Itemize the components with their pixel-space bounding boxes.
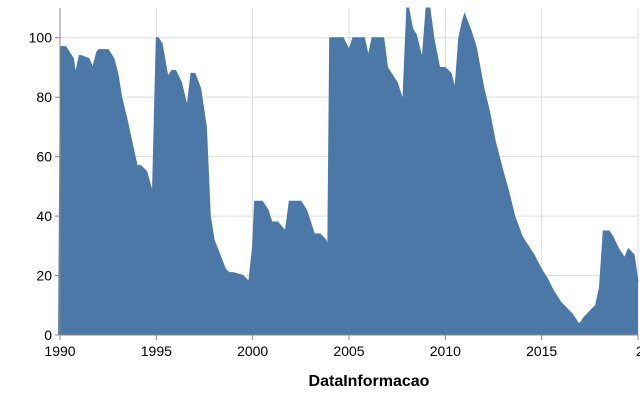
x-tick-label: 2010	[430, 343, 461, 359]
x-axis-title: DataInformacao	[309, 373, 430, 390]
x-tick-label: 1990	[44, 343, 75, 359]
y-tick-label: 20	[36, 268, 52, 284]
y-axis-ticks: 0 20 40 60 80 100	[29, 30, 60, 343]
x-tick-label: 2005	[333, 343, 364, 359]
y-tick-label: 100	[29, 30, 53, 46]
area-series	[58, 8, 639, 335]
x-tick-label: 2015	[526, 343, 557, 359]
y-tick-label: 60	[36, 149, 52, 165]
x-tick-label: 1995	[141, 343, 172, 359]
x-tick-label: 2000	[237, 343, 268, 359]
area-series-outline	[60, 7, 639, 324]
y-tick-label: 0	[44, 327, 52, 343]
y-tick-label: 40	[36, 208, 52, 224]
y-tick-label: 80	[36, 89, 52, 105]
